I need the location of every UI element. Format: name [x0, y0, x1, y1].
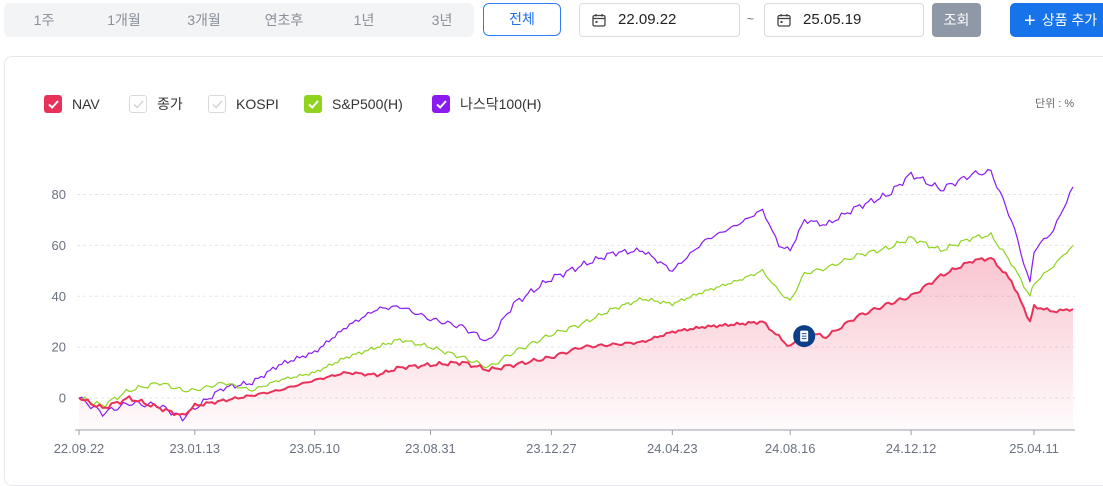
checkbox-nasdaq100[interactable] [432, 95, 450, 113]
checkbox-close-price[interactable] [129, 95, 147, 113]
period-ytd-button[interactable]: 연초후 [264, 12, 304, 28]
check-icon [133, 100, 144, 109]
add-product-label: 상품 추가 [1041, 12, 1098, 28]
calendar-icon [592, 14, 606, 27]
x-tick-label: 23.05.10 [289, 441, 340, 456]
query-button[interactable]: 조회 [932, 3, 981, 37]
date-range-separator: ~ [747, 12, 755, 26]
legend-item-kospi[interactable]: KOSPI [208, 95, 279, 113]
period-selector: 1주 1개월 3개월 연초후 1년 3년 [4, 3, 474, 37]
end-date-value: 25.05.19 [803, 11, 862, 28]
period-1m-button[interactable]: 1개월 [107, 12, 141, 28]
check-icon [48, 100, 59, 109]
legend-label-nasdaq100: 나스닥100(H) [460, 96, 542, 112]
x-tick-label: 24.08.16 [765, 441, 816, 456]
x-tick-label: 25.04.11 [1009, 441, 1059, 456]
legend-item-nasdaq100[interactable]: 나스닥100(H) [432, 95, 541, 113]
start-date-field[interactable]: 22.09.22 [579, 3, 740, 37]
add-product-button[interactable]: + 상품 추가 [1010, 3, 1103, 37]
legend-item-nav[interactable]: NAV [44, 95, 100, 113]
period-3m-button[interactable]: 3개월 [187, 12, 221, 28]
y-tick-label: 60 [52, 238, 66, 253]
legend-label-close-price: 종가 [157, 96, 183, 112]
y-tick-label: 80 [52, 187, 66, 202]
start-date-value: 22.09.22 [618, 11, 677, 28]
plus-icon: + [1024, 10, 1036, 32]
period-1y-button[interactable]: 1년 [353, 12, 375, 28]
period-3y-button[interactable]: 3년 [431, 12, 453, 28]
toolbar: 1주 1개월 3개월 연초후 1년 3년 전체 22.09.22 ~ 25.05… [0, 0, 1103, 42]
nav-area [79, 258, 1073, 430]
legend-item-close-price[interactable]: 종가 [129, 95, 183, 113]
calendar-icon [777, 14, 791, 27]
period-1w-button[interactable]: 1주 [33, 12, 55, 28]
x-tick-label: 22.09.22 [54, 441, 105, 456]
unit-label: 단위 : % [1035, 98, 1075, 110]
y-tick-label: 0 [59, 391, 66, 406]
check-icon [308, 100, 319, 109]
checkbox-kospi[interactable] [208, 95, 226, 113]
x-tick-label: 23.08.31 [405, 441, 456, 456]
line-chart: 80 60 40 20 0 22.09.22 23.01.13 23.05.10 23.08.3… [52, 168, 1075, 456]
end-date-field[interactable]: 25.05.19 [764, 3, 924, 37]
check-icon [212, 100, 223, 109]
checkbox-nav[interactable] [44, 95, 62, 113]
x-tick-label: 24.04.23 [647, 441, 698, 456]
nav-line [78, 257, 1074, 417]
x-tick-label: 23.12.27 [526, 441, 577, 456]
nasdaq100-line [78, 168, 1074, 422]
legend-label-kospi: KOSPI [236, 96, 279, 112]
x-tick-label: 23.01.13 [169, 441, 220, 456]
sp500-line [78, 232, 1074, 408]
period-all-button[interactable]: 전체 [483, 3, 561, 36]
checkbox-sp500[interactable] [304, 95, 322, 113]
x-tick-label: 24.12.12 [886, 441, 937, 456]
y-tick-label: 20 [52, 340, 66, 355]
legend-label-sp500: S&P500(H) [332, 96, 403, 112]
y-tick-label: 40 [52, 289, 66, 304]
check-icon [436, 100, 447, 109]
legend-item-sp500[interactable]: S&P500(H) [304, 95, 403, 113]
legend-label-nav: NAV [72, 96, 100, 112]
